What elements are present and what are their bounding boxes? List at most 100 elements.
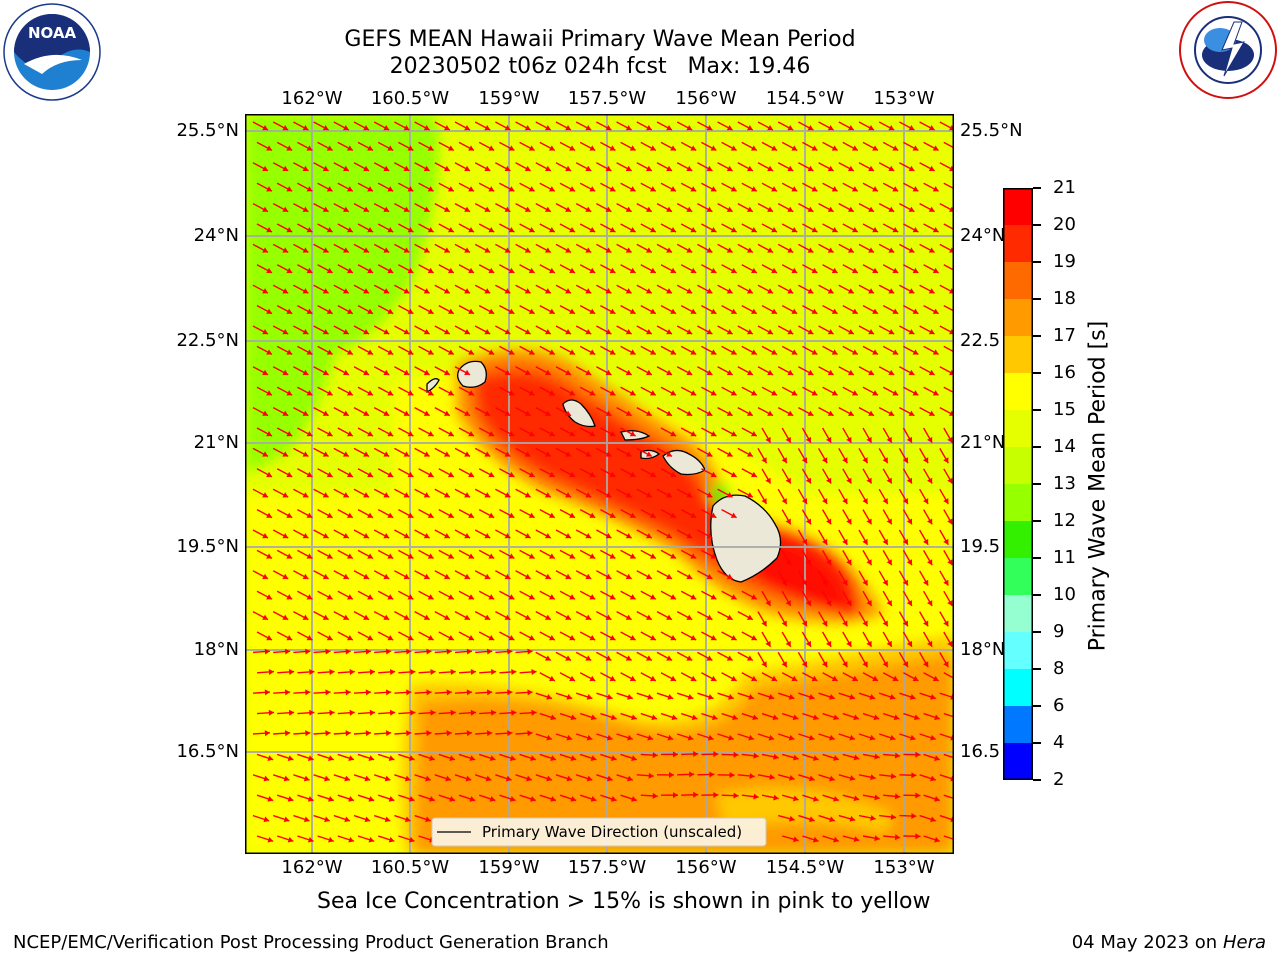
wave-arrow [337,345,354,355]
wave-arrow [478,794,496,802]
wave-arrow [600,753,617,761]
wave-arrow [882,550,893,566]
wave-arrow [798,284,814,294]
wave-arrow [878,692,896,700]
wave-arrow [373,529,390,539]
wave-arrow [741,223,758,233]
wave-arrow [882,712,900,721]
wave-arrow [680,549,697,559]
wave-arrow [418,794,435,802]
wave-arrow [394,814,411,823]
wave-arrow [797,488,808,505]
wave-arrow [737,202,754,213]
wave-arrow [781,182,798,192]
wave-arrow [398,549,414,559]
wave-arrow [680,508,697,519]
wave-arrow [515,610,531,621]
wave-arrow [394,447,410,457]
wave-arrow [737,651,754,661]
wave-arrow [858,325,875,335]
wave-arrow [575,529,592,539]
wave-arrow [276,141,293,151]
wave-arrow [418,182,434,192]
wave-arrow [438,427,455,437]
wave-arrow [575,610,592,621]
wave-arrow [899,121,915,131]
wave-arrow [660,712,678,721]
wave-arrow [640,752,658,759]
wave-arrow [357,794,375,802]
wave-arrow [596,488,612,498]
wave-arrow [539,427,556,437]
wave-arrow [798,774,815,782]
wave-arrow [660,751,679,758]
lat-label-right: 24°N [960,225,1006,246]
arrow-legend: Primary Wave Direction (unscaled) [431,817,767,847]
wave-arrow [858,529,869,546]
wave-arrow [838,162,855,172]
wave-arrow [802,386,818,396]
wave-arrow [438,631,455,641]
wave-arrow [293,610,309,621]
wave-arrow [579,223,596,233]
lon-label-bottom: 160.5°W [370,857,450,878]
wave-arrow [474,488,491,498]
wave-arrow [898,448,909,464]
wave-arrow [596,529,612,539]
wave-arrow [276,549,293,559]
wave-arrow [252,488,269,498]
wave-arrow [555,610,572,621]
wave-arrow [737,772,755,779]
wave-arrow [802,223,818,233]
wave-arrow [640,590,657,600]
wave-arrow [276,386,293,396]
wave-arrow [499,304,515,315]
wave-arrow [559,182,576,192]
wave-arrow [519,223,535,233]
wave-arrow [822,304,838,315]
wave-arrow [353,325,370,335]
wave-arrow [798,162,814,172]
wave-arrow [600,141,616,151]
wave-arrow [438,794,456,802]
wave-arrow [596,570,612,580]
wave-arrow [495,162,511,172]
wave-arrow [515,529,531,539]
wave-arrow [636,488,653,498]
wave-arrow [438,386,455,396]
wave-arrow [317,345,333,355]
wave-arrow [418,549,434,559]
wave-arrow [862,672,879,682]
wave-arrow [438,508,455,519]
wave-arrow [676,733,694,741]
colorbar-tick-label: 13 [1053,473,1076,494]
wave-arrow [923,345,939,355]
wave-arrow [519,264,535,274]
wave-arrow [353,243,370,253]
wave-arrow [519,182,535,192]
wave-arrow [377,753,395,761]
wave-arrow [757,611,768,627]
wave-arrow [272,447,289,457]
wave-arrow [559,427,576,437]
wave-arrow [680,631,697,641]
wave-arrow [333,243,350,253]
wave-arrow [596,610,612,621]
wave-arrow [559,794,577,802]
wave-arrow [636,570,653,580]
wave-arrow [434,529,451,539]
wave-arrow [818,692,835,700]
wave-arrow [697,202,713,213]
wave-arrow [741,672,758,682]
wave-arrow [414,610,430,621]
wave-arrow [676,692,694,700]
wave-arrow [478,549,495,559]
wave-arrow [276,345,293,355]
wave-arrow [313,730,331,737]
wave-arrow [313,814,330,823]
wave-arrow [817,652,828,668]
wave-arrow [640,468,657,478]
wave-arrow [256,427,273,437]
wave-arrow [721,751,739,758]
wave-arrow [636,284,653,294]
